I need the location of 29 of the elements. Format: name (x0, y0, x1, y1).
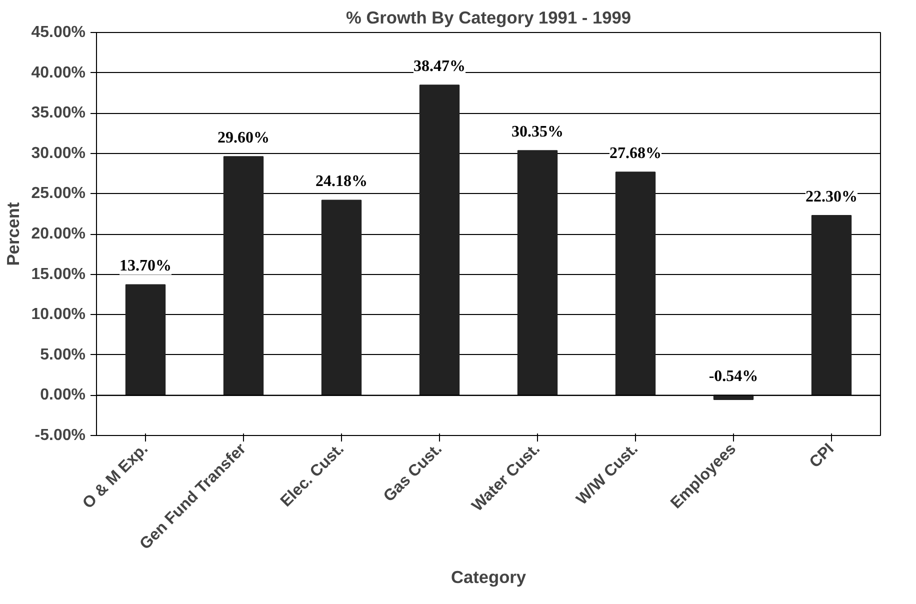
bar (811, 214, 852, 396)
bar (615, 172, 656, 396)
data-label: 30.35% (512, 124, 564, 141)
data-label: -0.54% (708, 368, 758, 386)
x-tick-label: CPI (806, 440, 838, 472)
bar (321, 200, 362, 396)
bar (125, 284, 166, 396)
data-label: 29.60% (218, 130, 270, 147)
data-label: 27.68% (610, 145, 662, 162)
bar (517, 150, 558, 396)
x-axis-title: Category (450, 567, 526, 588)
y-tick-label: 10.00% (31, 306, 86, 324)
y-tick-label: 20.00% (31, 226, 86, 242)
y-tick-label: 40.00% (31, 64, 86, 82)
chart-title: % Growth By Category 1991 - 1999 (346, 8, 632, 28)
data-label: 38.47% (414, 58, 466, 76)
y-tick-label: 30.00% (31, 144, 86, 162)
y-tick-label: 35.00% (31, 104, 86, 122)
y-tick-label: 5.00% (40, 346, 86, 364)
bar (223, 156, 264, 396)
y-axis-title: Percent (3, 202, 24, 266)
y-tick-label: 45.00% (31, 24, 86, 41)
data-label: 24.18% (316, 173, 368, 190)
bar (419, 84, 460, 396)
y-tick-label: 0.00% (40, 386, 86, 404)
data-label: 13.70% (120, 258, 172, 275)
data-label: 22.30% (806, 188, 858, 206)
y-tick-label: 25.00% (31, 185, 86, 202)
y-tick-label: 15.00% (31, 266, 86, 283)
